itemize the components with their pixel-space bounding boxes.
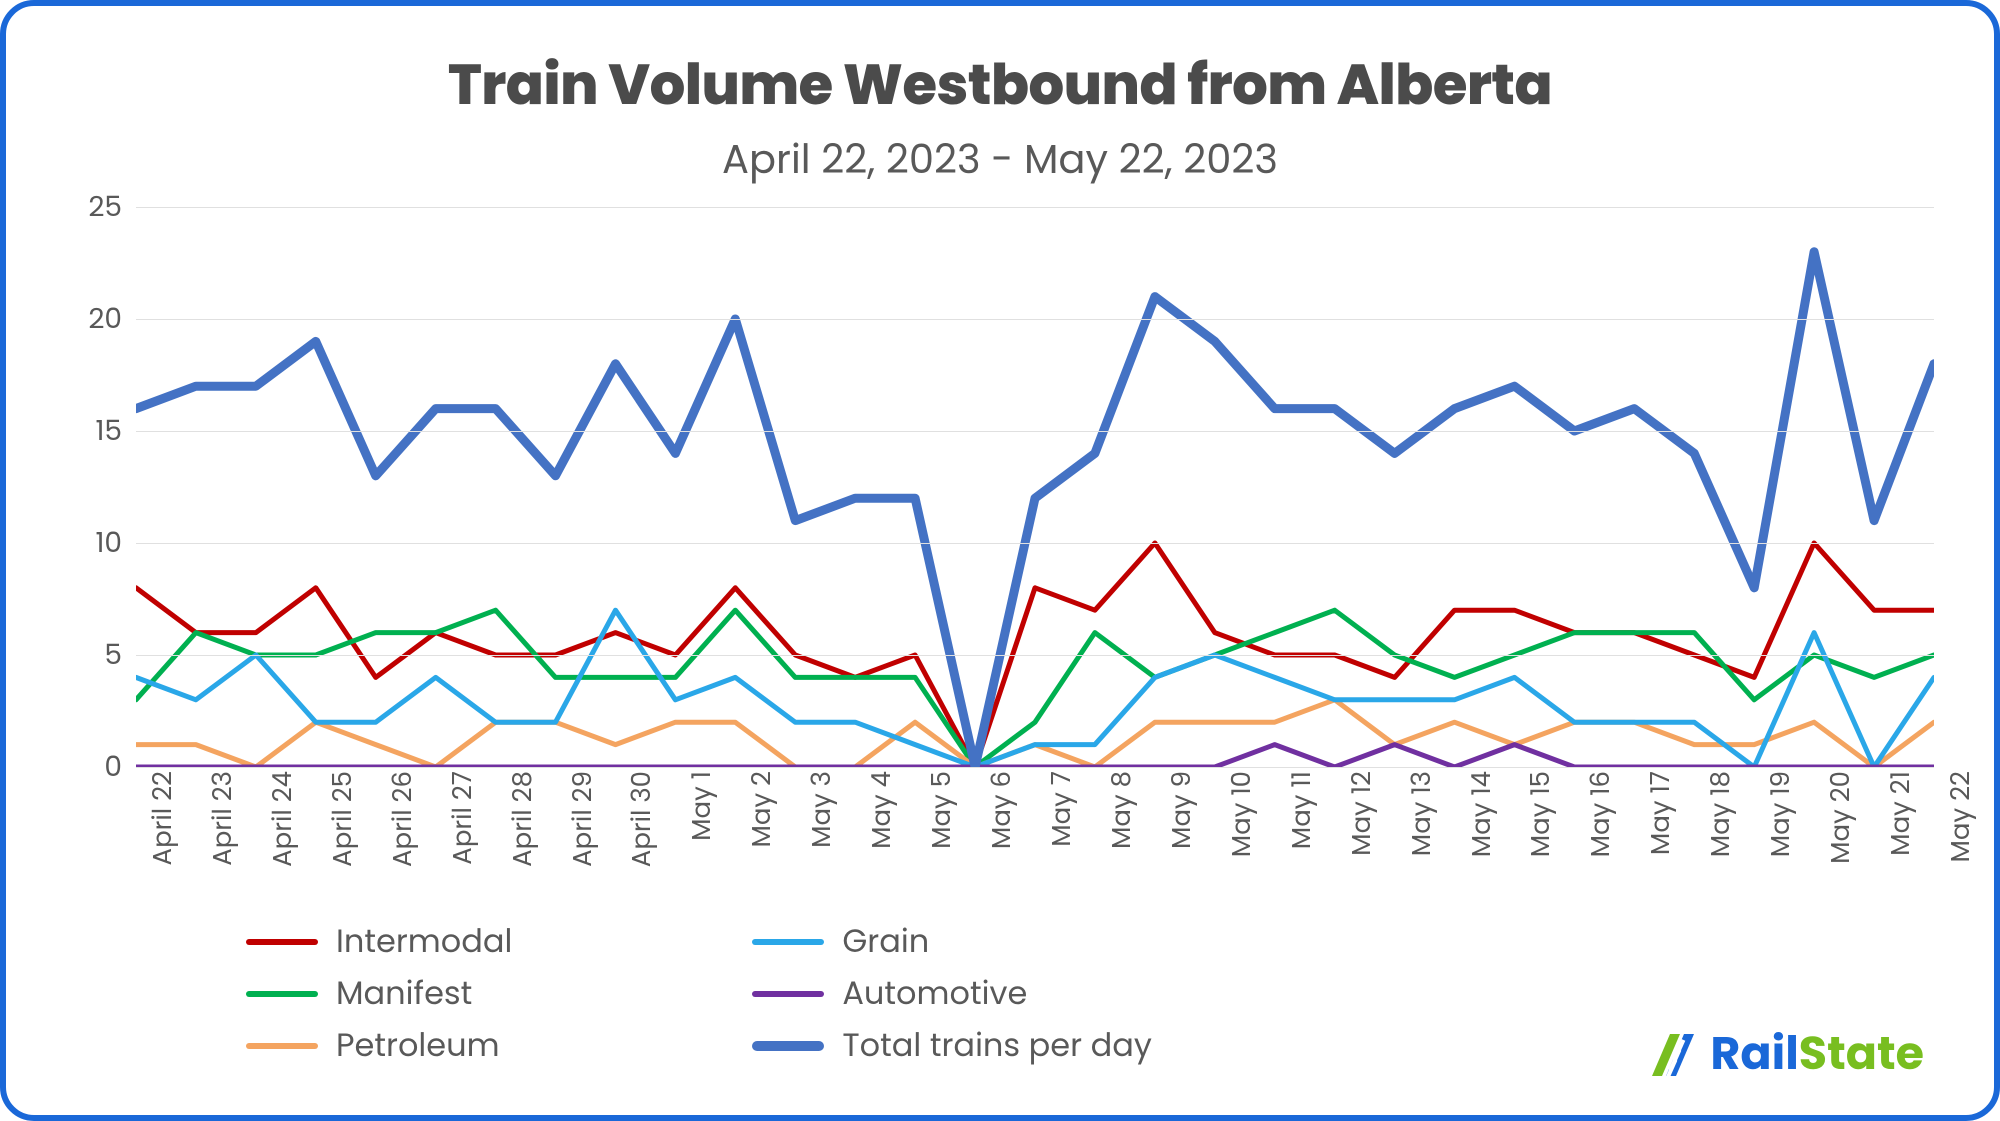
x-tick-label: April 22 xyxy=(144,771,183,865)
gridline xyxy=(136,431,1934,432)
x-tick-label: May 14 xyxy=(1463,771,1502,857)
legend-label: Manifest xyxy=(336,970,472,1018)
legend-swatch xyxy=(246,939,318,945)
x-tick-label: April 26 xyxy=(384,771,423,867)
legend-column: GrainAutomotiveTotal trains per day xyxy=(752,918,1152,1070)
series-line xyxy=(136,252,1934,767)
x-tick-label: May 16 xyxy=(1582,771,1621,857)
gridline xyxy=(136,319,1934,320)
x-tick-label: April 28 xyxy=(504,771,543,867)
x-tick-label: May 15 xyxy=(1522,771,1561,857)
xaxis-spacer xyxy=(66,771,136,906)
legend-label: Automotive xyxy=(842,970,1027,1018)
y-tick-label: 5 xyxy=(104,634,122,676)
logo-text-state: State xyxy=(1799,1022,1924,1086)
x-tick-label: May 20 xyxy=(1822,771,1861,864)
legend-swatch xyxy=(752,939,824,945)
legend-item: Manifest xyxy=(246,970,512,1018)
x-tick-label: April 23 xyxy=(204,771,243,866)
chart-body: 0510152025 April 22April 23April 24April… xyxy=(66,207,1934,1087)
x-tick-label: April 24 xyxy=(264,771,303,867)
x-tick-label: April 27 xyxy=(444,771,483,865)
logo-text: RailState xyxy=(1710,1020,1924,1089)
legend-label: Petroleum xyxy=(336,1022,500,1070)
y-axis: 0510152025 xyxy=(66,207,136,767)
x-tick-label: May 1 xyxy=(683,771,722,841)
x-tick-label: April 29 xyxy=(564,771,603,867)
x-tick-label: May 21 xyxy=(1882,771,1921,856)
legend-item: Grain xyxy=(752,918,1152,966)
legend-swatch xyxy=(246,1043,318,1049)
y-tick-label: 20 xyxy=(88,298,122,340)
plot-row: 0510152025 xyxy=(66,207,1934,767)
legend-swatch xyxy=(246,991,318,997)
chart-subtitle: April 22, 2023 - May 22, 2023 xyxy=(66,129,1934,189)
gridline xyxy=(136,767,1934,768)
x-tick-label: April 30 xyxy=(623,771,662,867)
series-line xyxy=(136,700,1934,767)
logo-text-rail: Rail xyxy=(1710,1022,1798,1086)
xaxis-row: April 22 April 23 April 24 April 25 April 26… xyxy=(66,771,1934,906)
x-tick-label: May 2 xyxy=(743,771,782,848)
plot-area xyxy=(136,207,1934,767)
x-tick-label: May 22 xyxy=(1942,771,1981,862)
x-tick-label: May 7 xyxy=(1043,771,1082,847)
gridline xyxy=(136,207,1934,208)
y-tick-label: 25 xyxy=(88,186,122,228)
legend-swatch xyxy=(752,1041,824,1051)
x-tick-label: May 6 xyxy=(983,771,1022,849)
chart-card: Train Volume Westbound from Alberta Apri… xyxy=(0,0,2000,1121)
legend-item: Intermodal xyxy=(246,918,512,966)
x-tick-label: May 4 xyxy=(863,771,902,849)
title-block: Train Volume Westbound from Alberta Apri… xyxy=(66,42,1934,207)
legend-swatch xyxy=(752,991,824,997)
x-tick-label: May 11 xyxy=(1283,771,1322,849)
x-tick-label: May 10 xyxy=(1223,771,1262,857)
legend-label: Grain xyxy=(842,918,929,966)
gridline xyxy=(136,543,1934,544)
x-tick-label: May 5 xyxy=(923,771,962,849)
legend-label: Intermodal xyxy=(336,918,512,966)
x-tick-label: May 3 xyxy=(803,771,842,848)
y-tick-label: 0 xyxy=(104,746,122,788)
x-tick-label: May 8 xyxy=(1103,771,1142,849)
gridline xyxy=(136,655,1934,656)
x-tick-label: May 9 xyxy=(1163,771,1202,849)
line-chart-svg xyxy=(136,207,1934,767)
legend-item: Automotive xyxy=(752,970,1152,1018)
x-tick-label: May 19 xyxy=(1762,771,1801,857)
x-tick-label: May 17 xyxy=(1642,771,1681,855)
legend-item: Petroleum xyxy=(246,1022,512,1070)
x-tick-label: April 25 xyxy=(324,771,363,867)
legend-column: IntermodalManifestPetroleum xyxy=(246,918,512,1070)
logo-icon xyxy=(1646,1028,1700,1082)
x-tick-label: May 18 xyxy=(1702,771,1741,857)
legend-item: Total trains per day xyxy=(752,1022,1152,1070)
brand-logo: RailState xyxy=(1646,1020,1924,1089)
x-tick-label: May 13 xyxy=(1403,771,1442,856)
x-axis: April 22 April 23 April 24 April 25 April 26… xyxy=(136,771,1934,906)
y-tick-label: 15 xyxy=(95,410,122,452)
legend-label: Total trains per day xyxy=(842,1022,1152,1070)
x-tick-label: May 12 xyxy=(1343,771,1382,856)
y-tick-label: 10 xyxy=(95,522,122,564)
chart-title: Train Volume Westbound from Alberta xyxy=(66,42,1934,127)
